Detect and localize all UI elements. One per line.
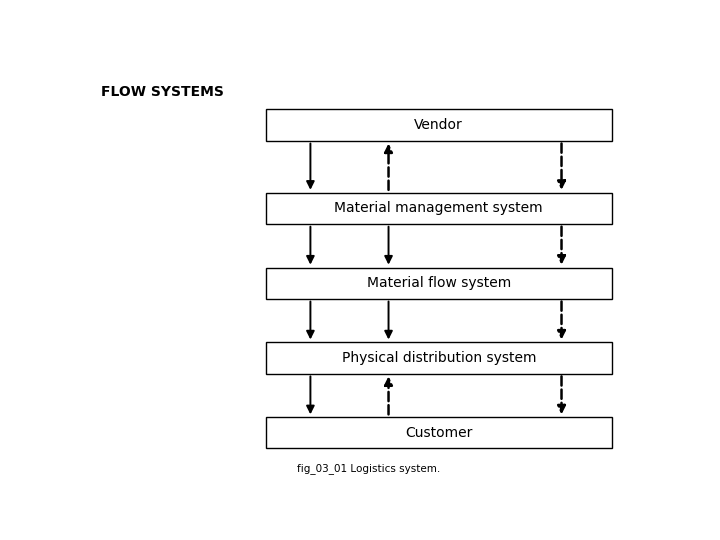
Text: Vendor: Vendor [415, 118, 463, 132]
Text: Physical distribution system: Physical distribution system [341, 351, 536, 365]
Bar [266, 267, 612, 299]
Bar [266, 193, 612, 224]
Text: Material management system: Material management system [334, 201, 543, 215]
Bar [266, 342, 612, 374]
Bar [266, 110, 612, 141]
Text: Material flow system: Material flow system [366, 276, 511, 290]
Text: fig_03_01 Logistics system.: fig_03_01 Logistics system. [297, 463, 441, 474]
Bar [266, 417, 612, 448]
Text: Customer: Customer [405, 426, 472, 440]
Text: FLOW SYSTEMS: FLOW SYSTEMS [101, 85, 224, 99]
